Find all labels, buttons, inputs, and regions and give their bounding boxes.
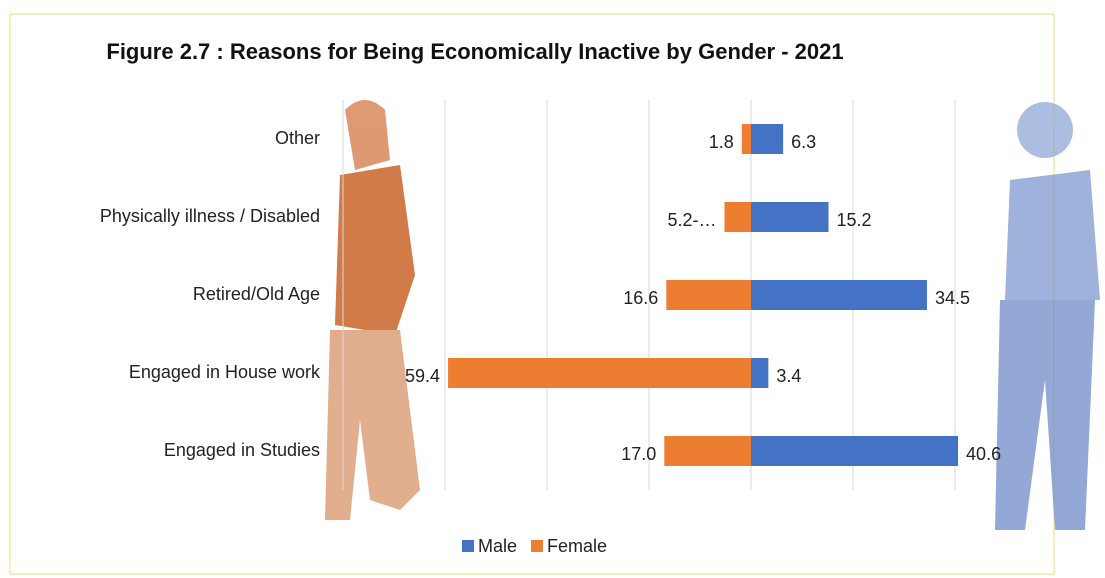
- y-tick-label: Engaged in House work: [129, 362, 321, 382]
- chart-title: Figure 2.7 : Reasons for Being Economica…: [106, 39, 844, 64]
- data-label: 15.2: [837, 210, 872, 230]
- bar: [751, 124, 784, 154]
- bar: [751, 280, 927, 310]
- legend-swatch: [531, 540, 544, 552]
- bar: [664, 436, 751, 466]
- bar: [751, 358, 769, 388]
- woman-silhouette: [325, 100, 420, 520]
- legend-swatch: [462, 540, 474, 552]
- bar: [724, 202, 751, 232]
- y-tick-label: Engaged in Studies: [164, 440, 320, 460]
- bar: [741, 124, 751, 154]
- y-tick-label: Physically illness / Disabled: [100, 206, 320, 226]
- legend-label: Female: [547, 536, 607, 556]
- legend-label: Male: [478, 536, 517, 556]
- bar: [751, 436, 959, 466]
- data-label: 17.0: [621, 444, 656, 464]
- bar: [448, 358, 751, 388]
- data-label: 34.5: [935, 288, 970, 308]
- y-tick-label: Other: [275, 128, 320, 148]
- bar: [751, 202, 829, 232]
- man-silhouette: [995, 102, 1100, 530]
- data-label: 40.6: [966, 444, 1001, 464]
- data-label: 16.6: [623, 288, 658, 308]
- data-label: 5.2-…: [667, 210, 716, 230]
- legend: Male Female: [462, 536, 607, 556]
- data-label: 3.4: [776, 366, 801, 386]
- bar: [666, 280, 751, 310]
- data-label: 6.3: [791, 132, 816, 152]
- y-tick-label: Retired/Old Age: [193, 284, 320, 304]
- data-label: 59.4: [405, 366, 440, 386]
- data-label: 1.8: [709, 132, 734, 152]
